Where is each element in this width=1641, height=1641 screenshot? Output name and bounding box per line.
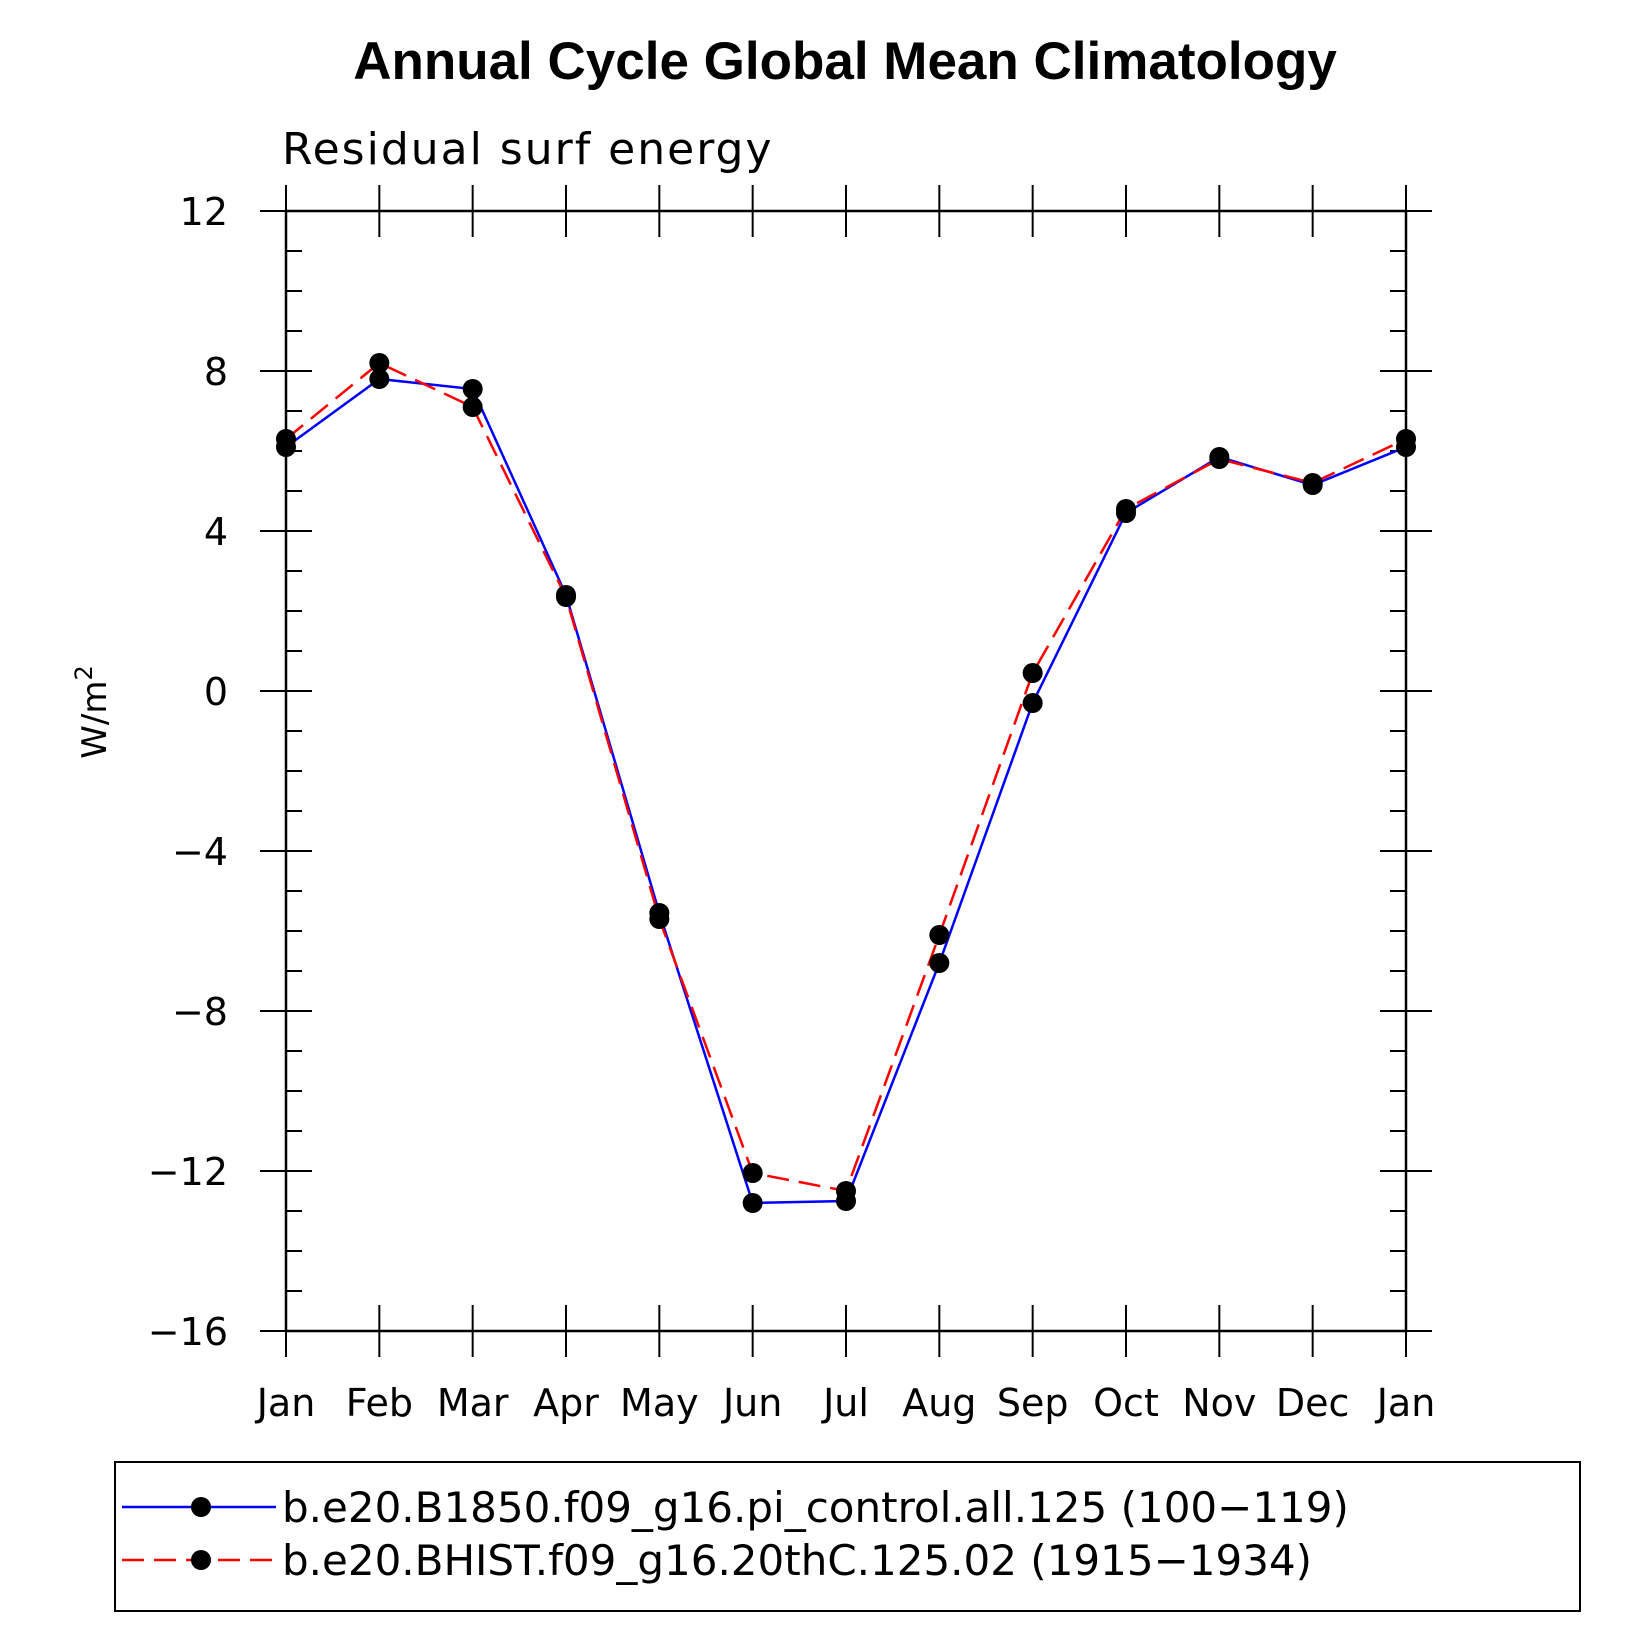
x-tick-label: Dec [1276, 1381, 1350, 1425]
x-tick-label: May [620, 1381, 699, 1425]
y-tick-label: −16 [148, 1310, 228, 1354]
series-1-point [1022, 663, 1043, 683]
y-tick-label: 4 [204, 510, 228, 554]
x-tick-label: Jun [721, 1381, 782, 1425]
series-1-point [462, 397, 483, 417]
legend-label-0: b.e20.B1850.f09_g16.pi_control.all.125 (… [282, 1483, 1349, 1532]
y-axis-label-main: W/m [75, 681, 115, 759]
series-line-1 [285, 361, 1407, 1193]
legend-label-1: b.e20.BHIST.f09_g16.20thC.125.02 (1915−1… [282, 1536, 1312, 1585]
series-1-point [649, 909, 670, 929]
x-tick-label: Feb [346, 1381, 413, 1425]
series-1-point [742, 1163, 763, 1183]
series-1-point [276, 429, 296, 449]
series-1-point [929, 925, 950, 945]
x-tick-labels: Jan Feb Mar Apr May Jun Jul Aug Sep Oct Nov Dec Jan [255, 1381, 1436, 1425]
y-axis-label-superscript: 2 [70, 665, 98, 680]
x-tick-label: Jan [255, 1381, 316, 1425]
x-tick-label: Mar [437, 1381, 509, 1425]
y-tick-label: −8 [172, 990, 228, 1034]
legend-box [114, 1461, 1581, 1612]
legend-marker-0 [191, 1497, 211, 1517]
svg-text:W/m2: W/m2 [70, 665, 115, 758]
series-line-0 [285, 377, 1407, 1205]
axis-ticks [260, 185, 1432, 1357]
x-tick-label: Nov [1182, 1381, 1256, 1425]
x-tick-label: Oct [1093, 1381, 1159, 1425]
series-1-point [1209, 449, 1230, 469]
y-tick-labels: 12 8 4 0 −4 −8 −12 −16 [148, 190, 228, 1354]
series-0-point [1022, 693, 1043, 713]
x-tick-label: Jan [1375, 1381, 1436, 1425]
chart-subtitle: Residual surf energy [282, 124, 774, 175]
y-tick-label: −4 [172, 830, 228, 874]
y-tick-label: 8 [204, 350, 228, 394]
x-tick-label: Sep [997, 1381, 1069, 1425]
legend: b.e20.B1850.f09_g16.pi_control.all.125 (… [122, 1483, 1349, 1585]
series-1-point [369, 353, 390, 373]
series-layer [276, 353, 1416, 1213]
x-tick-label: Jul [821, 1381, 869, 1425]
y-axis-label: W/m2 [70, 665, 115, 758]
series-1-point [556, 587, 576, 607]
y-tick-label: −12 [148, 1150, 228, 1194]
series-1-point [836, 1181, 856, 1201]
chart-title: Annual Cycle Global Mean Climatology [353, 32, 1337, 91]
y-tick-label: 0 [204, 670, 228, 714]
y-tick-label: 12 [180, 190, 228, 234]
series-0-point [369, 369, 390, 389]
series-1-point [1396, 429, 1416, 449]
x-tick-label: Aug [902, 1381, 976, 1425]
x-tick-label: Apr [533, 1381, 599, 1425]
series-0-point [929, 953, 950, 973]
series-0-point [742, 1193, 763, 1213]
series-1-point [1116, 499, 1136, 519]
series-0-point [462, 379, 483, 399]
plot-frame [284, 209, 1408, 1333]
legend-marker-1 [191, 1550, 211, 1570]
series-1-point [1302, 473, 1323, 493]
